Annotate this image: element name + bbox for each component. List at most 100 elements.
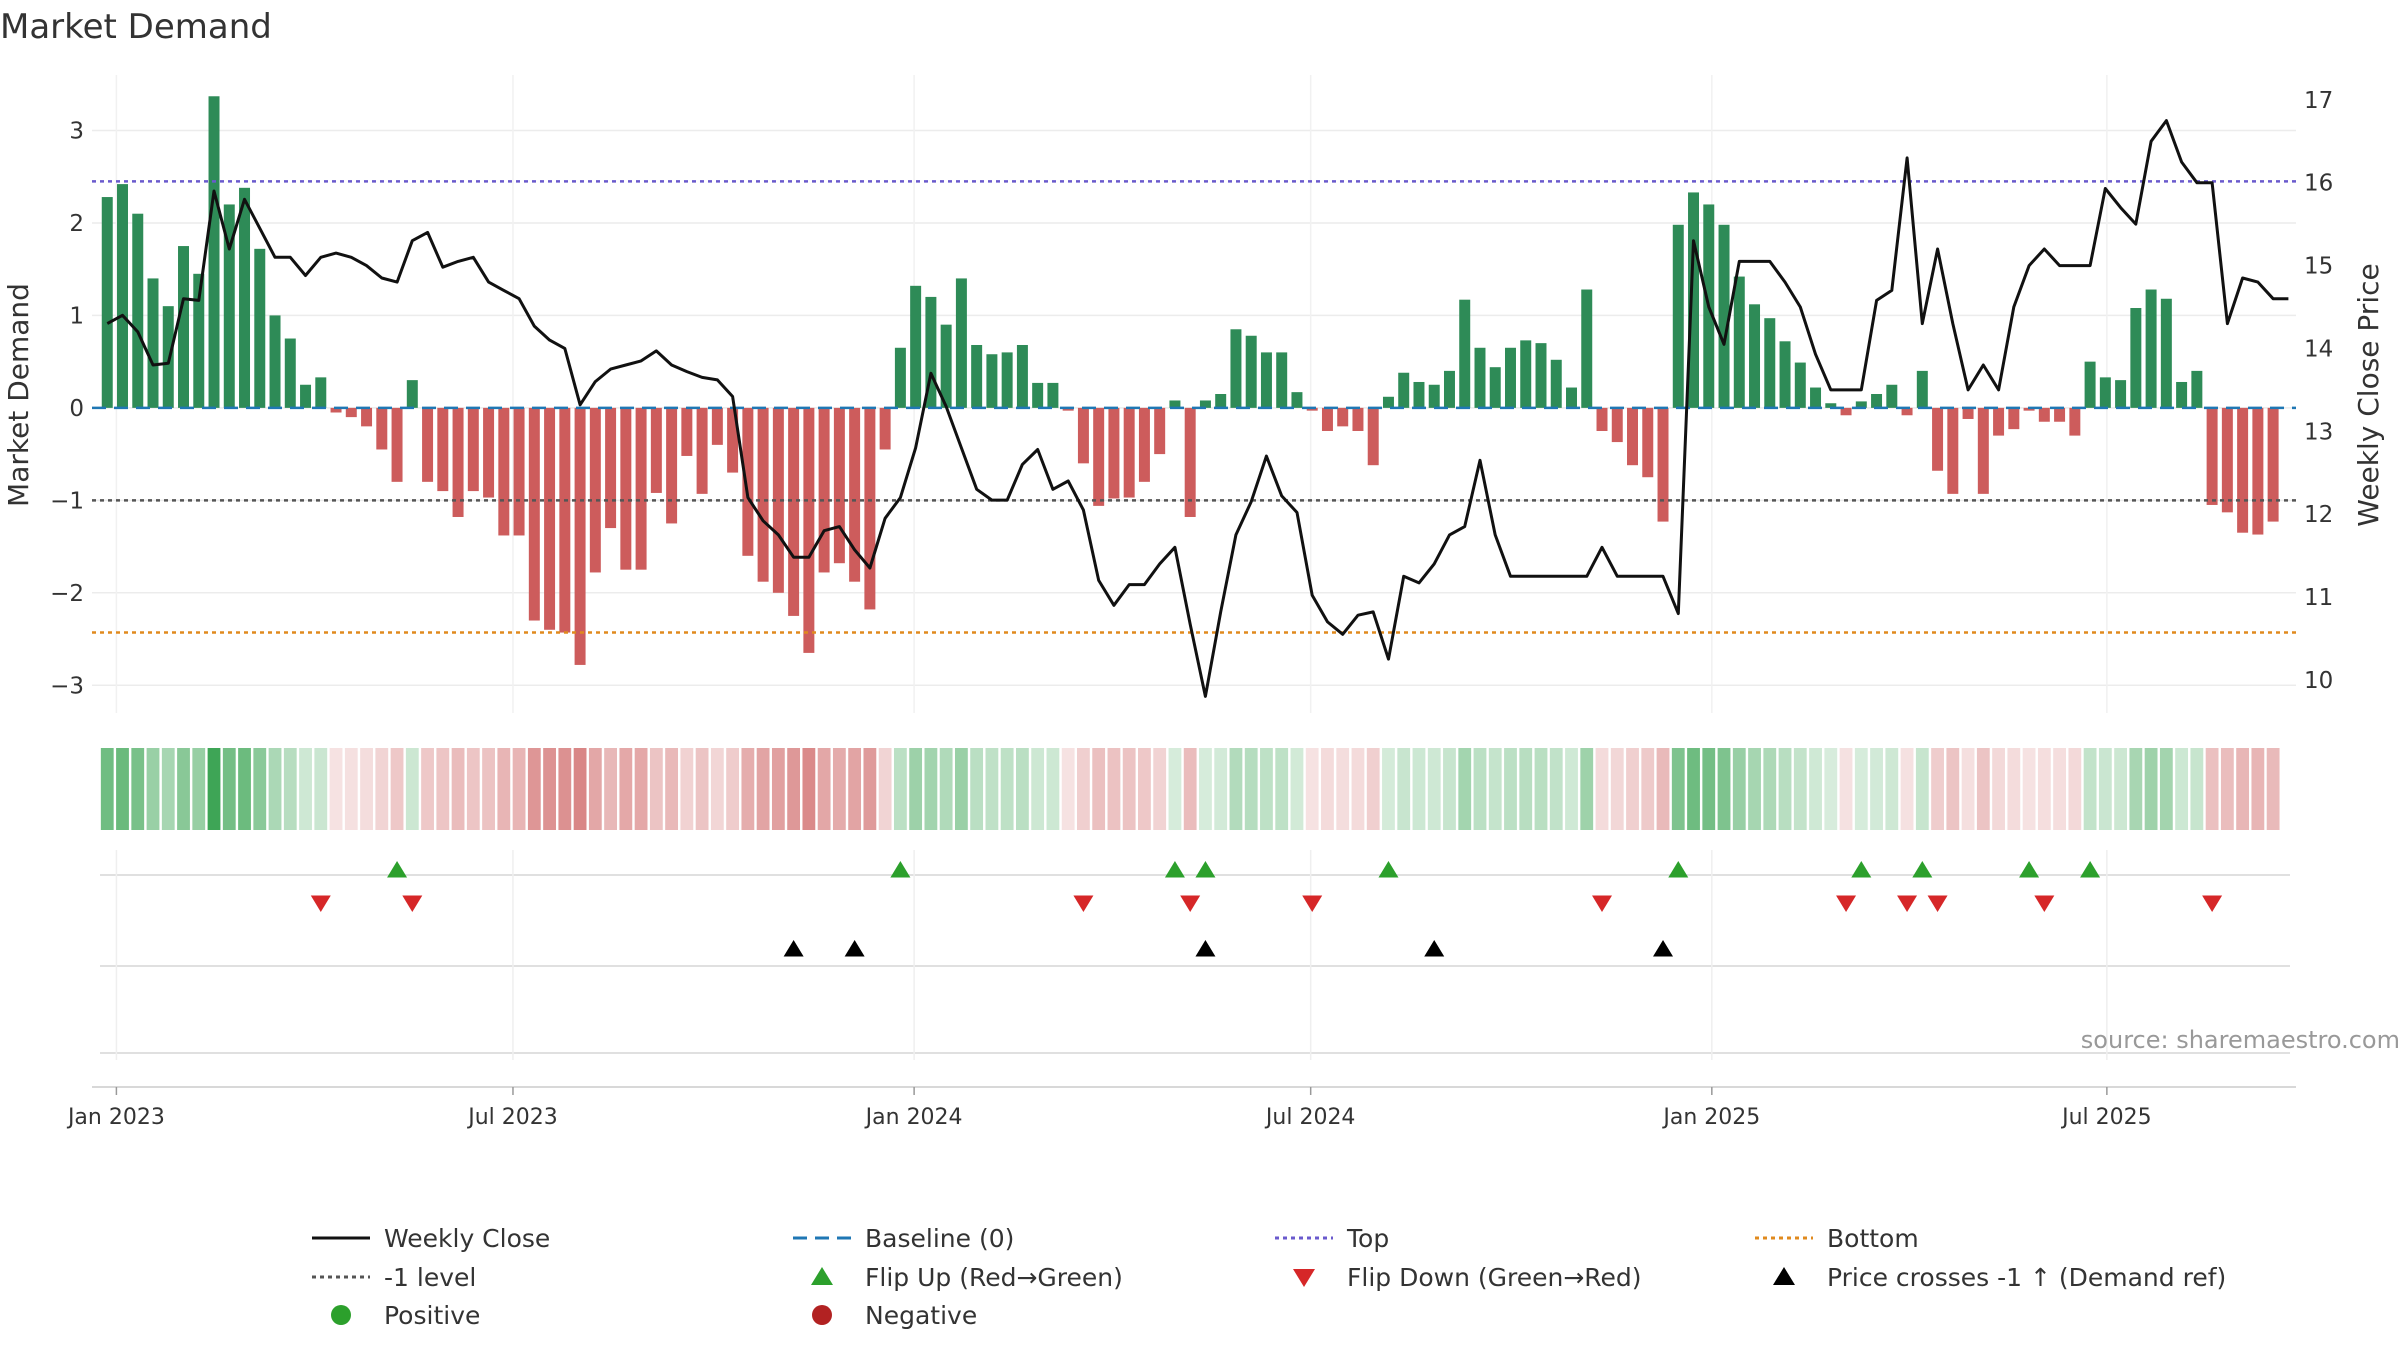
heat-cell [1854, 748, 1868, 830]
y-tick-right: 11 [2304, 585, 2333, 611]
demand-bar-positive [971, 344, 983, 408]
flip-down-marker [2034, 895, 2055, 912]
heat-cell [1809, 748, 1822, 830]
heat-cell [787, 748, 801, 830]
heat-cell [131, 748, 145, 830]
heat-cell [1976, 748, 1990, 830]
heat-cell [253, 748, 267, 830]
heat-cell [802, 748, 816, 830]
demand-bar-positive [406, 380, 418, 408]
demand-bar-negative [1184, 407, 1196, 517]
heat-cell [604, 748, 617, 830]
flip-up-marker [1912, 861, 1933, 878]
demand-bar-negative [1993, 407, 2005, 436]
legend-label: Positive [384, 1301, 480, 1330]
legend-item: Bottom [1755, 1224, 1919, 1253]
y-tick-right: 13 [2304, 419, 2333, 445]
demand-bar-positive [1443, 370, 1455, 408]
heat-cell [1961, 748, 1975, 830]
heat-cell [1107, 748, 1121, 830]
demand-bar-negative [1138, 407, 1150, 482]
heat-cell [482, 748, 495, 830]
demand-bar-positive [1916, 370, 1928, 408]
heat-cell [954, 748, 968, 830]
demand-bar-negative [559, 407, 571, 633]
heat-cell [2114, 748, 2127, 830]
demand-bar-negative [757, 407, 769, 582]
demand-bar-negative [2069, 407, 2081, 436]
demand-bar-negative [2221, 407, 2233, 513]
demand-bar-positive [2145, 289, 2157, 408]
demand-bar-negative [1306, 407, 1318, 411]
demand-bar-negative [574, 407, 586, 665]
heat-cell [1412, 748, 1426, 830]
heat-cell [329, 748, 343, 830]
signal-lanes [92, 850, 2296, 1088]
legend-swatch-price-cross [1773, 1267, 1795, 1285]
weekly-close-line [106, 119, 2289, 698]
x-tick-label: Jan 2023 [66, 1105, 165, 1130]
demand-bar-positive [208, 96, 220, 408]
heat-cell [344, 748, 358, 830]
heat-cell [1351, 748, 1365, 830]
heat-cell [451, 748, 465, 830]
demand-bar-negative [727, 407, 739, 473]
heat-cell [1092, 748, 1106, 830]
heat-cell [1687, 748, 1700, 830]
heat-cell [1946, 748, 1960, 830]
demand-bar-negative [2038, 407, 2050, 422]
flip-down-marker [1592, 895, 1613, 912]
heat-cell [1900, 748, 1914, 830]
demand-bar-negative [483, 407, 495, 498]
demand-bar-positive [1413, 381, 1425, 408]
level-lines [92, 180, 2296, 634]
heat-cell [1824, 748, 1838, 830]
heat-cell [573, 748, 587, 830]
x-tick-label: Jul 2023 [466, 1105, 558, 1130]
legend-item: -1 level [312, 1263, 476, 1292]
y-tick-right: 15 [2304, 254, 2333, 280]
demand-bar-negative [589, 407, 601, 573]
heat-cell [1443, 748, 1456, 830]
demand-bar-negative [1627, 407, 1638, 466]
y-axis-right-label: Weekly Close Price [2352, 263, 2385, 526]
demand-bar-positive [1505, 347, 1516, 408]
heat-cell [588, 748, 602, 830]
legend-label: Weekly Close [384, 1224, 550, 1253]
heat-cell [2190, 748, 2204, 830]
demand-bar-positive [1260, 352, 1272, 408]
y-tick-right: 12 [2304, 502, 2333, 528]
demand-bar-negative [2023, 407, 2035, 411]
demand-bar-positive [239, 187, 251, 408]
heat-cell [207, 748, 221, 830]
demand-bar-positive [1733, 276, 1745, 408]
demand-bar-positive [300, 384, 312, 408]
demand-bar-positive [2160, 298, 2172, 408]
heat-cell [314, 748, 328, 830]
demand-bar-negative [605, 407, 617, 529]
flip-down-marker [1180, 895, 1201, 912]
heat-cell [832, 748, 846, 830]
x-tick-label: Jan 2025 [1661, 1105, 1760, 1130]
heat-cell [1580, 748, 1594, 830]
heat-cell [116, 748, 129, 830]
heat-cell [1870, 748, 1883, 830]
heat-cell [695, 748, 709, 830]
demand-bar-negative [437, 407, 449, 492]
demand-bars [101, 96, 2279, 665]
flip-down-marker [1836, 895, 1857, 912]
demand-bar-positive [1672, 224, 1684, 408]
demand-bar-positive [147, 278, 159, 408]
demand-heat-strip [100, 748, 2280, 830]
heat-cell [2220, 748, 2234, 830]
heat-cell [1260, 748, 1273, 830]
demand-bar-positive [2084, 361, 2096, 408]
heat-cell [1549, 748, 1563, 830]
heat-cell [146, 748, 160, 830]
heat-cell [985, 748, 999, 830]
demand-bar-positive [1230, 329, 1242, 408]
heat-cell [2251, 748, 2265, 830]
demand-bar-negative [833, 407, 845, 564]
heat-cell [2068, 748, 2082, 830]
heat-cell [238, 748, 251, 830]
